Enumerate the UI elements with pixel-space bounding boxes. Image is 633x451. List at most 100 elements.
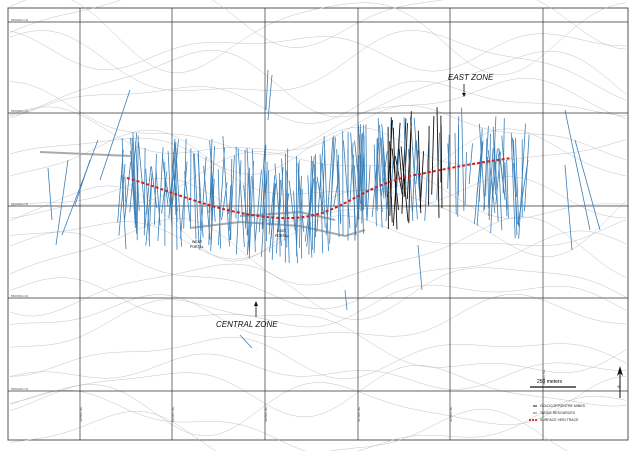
scale-bar: 250 meters <box>530 379 576 388</box>
drill-trace <box>74 159 91 206</box>
drill-trace <box>235 160 242 255</box>
drill-trace <box>381 151 388 197</box>
north-label: N <box>618 384 621 389</box>
drill-trace <box>498 147 506 200</box>
drill-trace <box>392 127 398 230</box>
drill-trace <box>288 180 296 231</box>
contour <box>9 216 627 286</box>
drill-trace <box>148 173 153 241</box>
drill-trace <box>268 182 275 235</box>
portal-label: PORTAL <box>190 245 204 249</box>
contour <box>9 293 627 338</box>
zone-label: CENTRAL ZONE <box>216 320 278 329</box>
drill-trace <box>574 139 601 231</box>
drill-trace <box>504 162 508 217</box>
drill-trace <box>261 172 268 257</box>
contour <box>9 353 627 390</box>
drill-trace <box>502 118 505 194</box>
drill-trace <box>344 289 348 311</box>
drill-trace <box>478 128 483 203</box>
portal-label: WEST <box>192 240 203 244</box>
drill-trace <box>175 164 178 250</box>
easting-label: 397000 mE <box>357 407 361 422</box>
drill-trace <box>222 136 230 247</box>
drill-trace <box>130 150 136 228</box>
northing-label: 5501500 mN <box>11 294 28 298</box>
drill-trace <box>365 124 368 221</box>
drill-trace <box>396 133 401 194</box>
legend-label: SURFACE VEIN TRACE <box>540 418 579 422</box>
drill-trace <box>277 166 284 232</box>
drill-trace <box>510 132 516 239</box>
drill-trace <box>349 142 354 205</box>
drill-trace <box>314 164 316 216</box>
drill-trace <box>209 140 216 222</box>
drill-trace <box>394 156 403 195</box>
drill-trace <box>239 334 253 349</box>
drill-trace <box>515 137 520 227</box>
contour <box>9 50 627 118</box>
drill-trace <box>487 156 490 209</box>
contour <box>9 299 627 373</box>
drill-trace <box>380 137 386 197</box>
drill-trace <box>243 184 250 252</box>
drill-trace <box>358 133 363 210</box>
drill-trace <box>366 165 371 221</box>
portal-label: EAST <box>277 229 287 233</box>
grid-labels: 5503000 mN 5502500 mN 5502000 mN 5501500… <box>11 18 546 422</box>
drill-trace <box>336 149 340 238</box>
drill-trace <box>401 118 407 214</box>
northing-label: 5502500 mN <box>11 109 28 113</box>
drill-trace <box>124 162 131 221</box>
drill-trace <box>276 179 281 254</box>
drill-trace <box>218 147 225 246</box>
contour <box>9 105 627 160</box>
drill-trace <box>417 244 423 291</box>
drill-trace <box>165 178 173 215</box>
contour <box>9 0 627 76</box>
drill-trace <box>237 148 245 248</box>
drill-trace <box>118 163 126 236</box>
contour <box>10 337 627 380</box>
drill-trace <box>381 123 389 210</box>
drill-trace <box>408 111 412 224</box>
drill-trace <box>376 137 379 212</box>
grid <box>8 8 628 440</box>
drill-trace <box>419 151 425 209</box>
drill-trace <box>61 139 99 236</box>
drill-trace <box>321 149 326 211</box>
drill-trace <box>377 118 383 228</box>
drill-trace <box>193 153 197 240</box>
drill-trace <box>210 184 214 252</box>
drill-trace <box>490 116 497 234</box>
drill-trace <box>479 123 486 210</box>
drill-trace <box>474 149 482 225</box>
drill-trace <box>99 89 131 181</box>
drill-trace <box>258 145 266 233</box>
drill-trace <box>461 107 465 211</box>
drill-trace <box>254 169 262 241</box>
contour <box>9 364 627 418</box>
drill-traces <box>47 69 601 349</box>
drill-trace <box>468 143 473 185</box>
drill-trace <box>447 143 451 190</box>
drill-trace <box>506 160 509 219</box>
drill-trace <box>267 74 273 121</box>
drill-trace <box>322 163 326 228</box>
drill-trace <box>228 184 232 214</box>
drill-trace <box>323 136 329 252</box>
northing-label: 5503000 mN <box>11 18 28 22</box>
drill-trace <box>392 122 401 226</box>
contour <box>9 408 568 451</box>
easting-label: 397500 mE <box>449 407 453 422</box>
contour <box>9 128 627 195</box>
drill-trace <box>428 125 430 206</box>
drill-trace <box>415 150 419 185</box>
drill-trace <box>143 147 146 236</box>
drill-trace <box>274 163 282 246</box>
arrow-head <box>462 93 466 97</box>
drill-trace <box>408 148 414 222</box>
drill-trace <box>410 116 418 220</box>
drill-trace <box>431 116 435 195</box>
